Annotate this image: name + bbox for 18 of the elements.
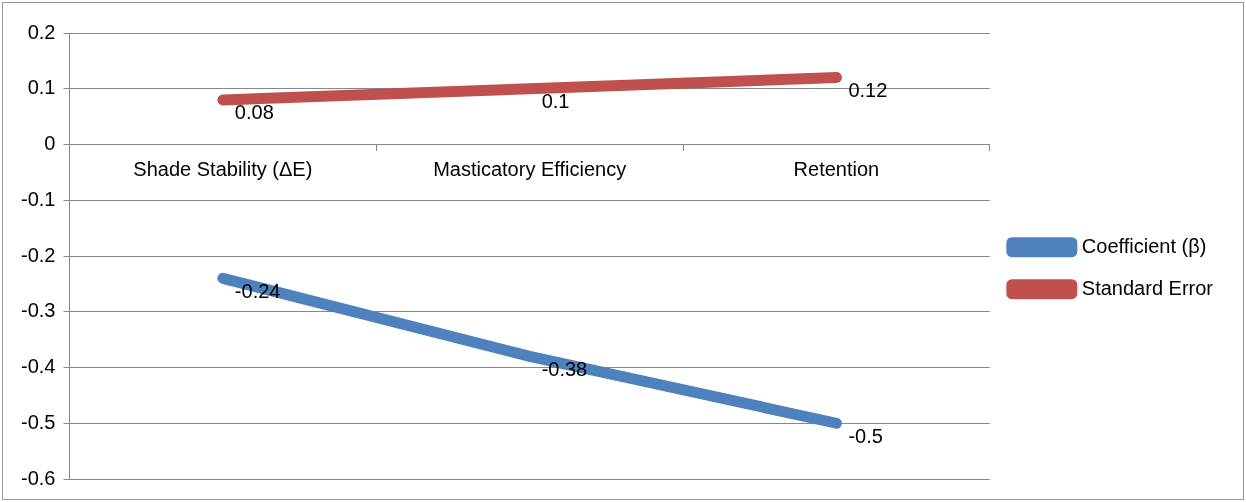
x-tick-label: Retention [793, 158, 880, 181]
y-tick-label: -0.2 [20, 243, 56, 266]
y-tick-label: 0.1 [27, 76, 56, 99]
y-tick-label: -0.4 [20, 355, 56, 378]
y-tick-label: -0.5 [20, 410, 56, 433]
data-label: 0.12 [848, 79, 888, 102]
y-tick-label: -0.1 [20, 187, 56, 210]
data-label: 0.08 [234, 101, 274, 124]
data-label: 0.1 [541, 90, 570, 113]
y-tick-label: -0.3 [20, 299, 56, 322]
legend-label: Coefficient (β) [1081, 234, 1207, 257]
legend-label: Standard Error [1081, 276, 1214, 299]
x-tick-label: Masticatory Efficiency [433, 158, 627, 181]
data-label: -0.5 [848, 424, 883, 447]
x-tick-label: Shade Stability (ΔE) [133, 158, 313, 181]
y-tick-label: 0 [44, 132, 56, 155]
y-tick-label: -0.6 [20, 466, 56, 489]
y-tick-label: 0.2 [27, 20, 56, 43]
